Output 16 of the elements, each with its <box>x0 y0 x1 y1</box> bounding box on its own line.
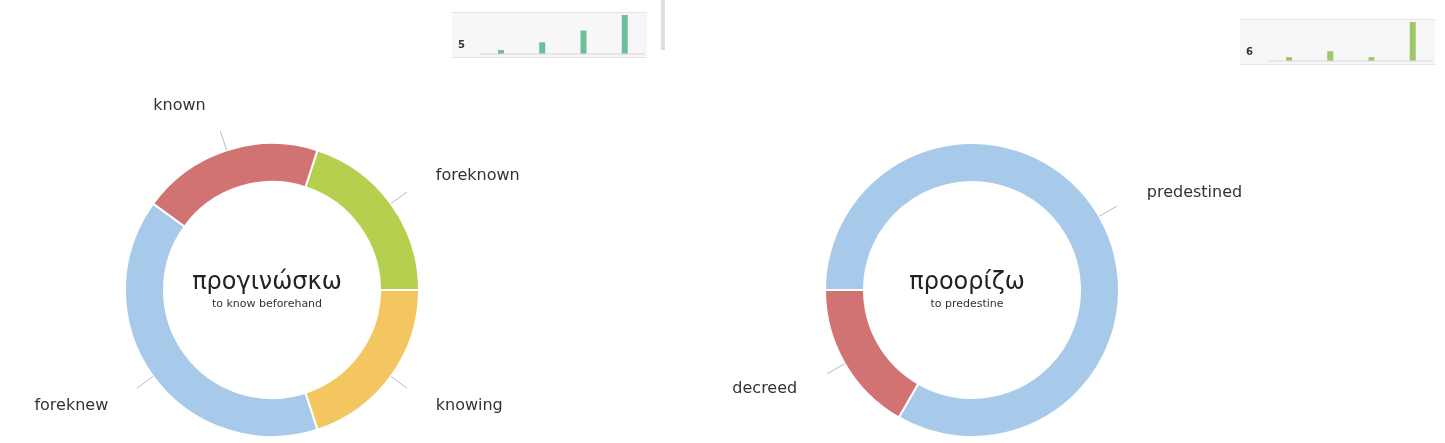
text: 6 <box>1246 46 1253 57</box>
slice-label: predestined <box>1146 182 1243 202</box>
slice-label: decreed <box>732 377 798 397</box>
text: to know beforehand <box>211 297 323 310</box>
slice-label: known <box>153 94 206 114</box>
slice-label: foreknew <box>34 394 109 414</box>
bar <box>580 30 587 54</box>
text: προορίζω <box>909 267 1025 295</box>
text: προγινώσκω <box>192 267 342 295</box>
text: 5 <box>458 39 465 50</box>
bar <box>539 42 546 54</box>
donut-slice <box>824 142 1120 438</box>
slice-label: foreknown <box>435 165 520 185</box>
slice-label: knowing <box>435 394 503 414</box>
text: to predestine <box>930 297 1004 310</box>
bar <box>621 15 628 54</box>
